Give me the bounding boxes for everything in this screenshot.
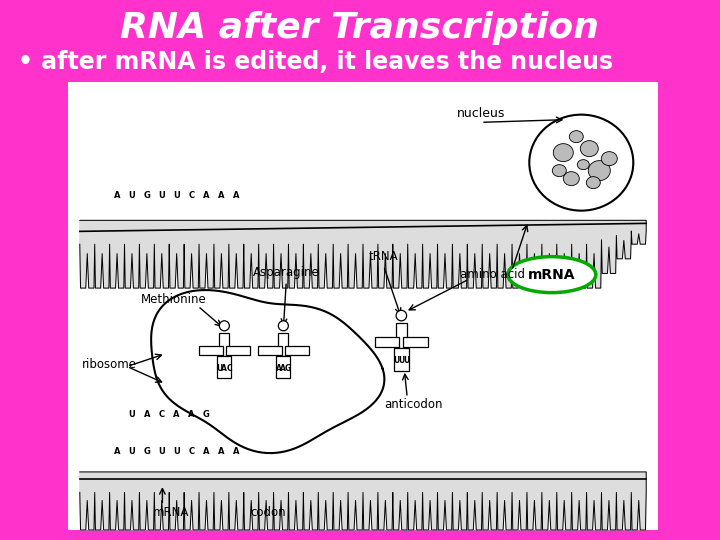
Ellipse shape [601,152,617,166]
Text: amino acid: amino acid [460,268,526,281]
Polygon shape [199,346,222,355]
Text: U: U [174,447,180,456]
Text: Methionine: Methionine [141,293,207,306]
Text: U: U [129,192,135,200]
Text: U: U [158,192,165,200]
Text: C: C [158,410,165,419]
Polygon shape [220,333,230,356]
Polygon shape [396,323,407,348]
Text: A: A [143,410,150,419]
Text: tRNA: tRNA [369,250,398,263]
Text: A: A [233,447,240,456]
Text: A: A [174,410,180,419]
Text: codon: codon [251,505,287,518]
Text: C: C [189,192,194,200]
Polygon shape [80,472,647,530]
Text: A: A [218,447,225,456]
Text: C: C [226,364,232,373]
Polygon shape [226,346,250,355]
Polygon shape [403,337,428,347]
Text: A: A [276,364,282,373]
Ellipse shape [588,160,611,181]
Text: U: U [129,410,135,419]
Polygon shape [285,346,309,355]
Text: • after mRNA is edited, it leaves the nucleus: • after mRNA is edited, it leaves the nu… [18,50,613,74]
Ellipse shape [570,131,583,143]
Polygon shape [276,356,290,378]
Text: U: U [398,356,405,364]
Text: A: A [280,364,287,373]
Polygon shape [80,220,647,288]
Ellipse shape [586,177,600,188]
Circle shape [396,310,407,321]
Polygon shape [279,333,288,356]
Polygon shape [217,356,231,378]
Ellipse shape [529,114,634,211]
Text: C: C [189,447,194,456]
Text: ribosome: ribosome [82,357,137,371]
Text: U: U [158,447,165,456]
Text: A: A [203,192,210,200]
Ellipse shape [577,160,589,170]
Circle shape [220,321,230,331]
Text: Asparagine: Asparagine [253,266,320,279]
Polygon shape [375,337,400,347]
Ellipse shape [580,140,598,157]
Text: U: U [217,364,222,373]
Text: U: U [174,192,180,200]
Text: G: G [143,192,150,200]
Text: mRNA: mRNA [153,505,189,518]
Ellipse shape [552,165,567,177]
Ellipse shape [553,144,573,161]
Text: A: A [218,192,225,200]
Text: G: G [143,447,150,456]
Text: G: G [203,410,210,419]
Text: A: A [222,364,228,373]
Text: A: A [203,447,210,456]
Text: anticodon: anticodon [384,398,442,411]
Text: A: A [114,447,120,456]
Bar [68,82,658,530]
Text: A: A [189,410,195,419]
Polygon shape [258,346,282,355]
Text: RNA after Transcription: RNA after Transcription [120,11,600,45]
Polygon shape [151,290,384,453]
Text: G: G [285,364,291,373]
Text: mRNA: mRNA [528,268,575,282]
Text: U: U [393,356,400,364]
Ellipse shape [508,256,596,293]
Text: U: U [403,356,410,364]
Text: A: A [114,192,120,200]
Circle shape [279,321,288,331]
Text: U: U [129,447,135,456]
Ellipse shape [563,172,580,186]
Text: A: A [233,192,240,200]
Polygon shape [394,348,409,370]
Text: nucleus: nucleus [456,107,505,120]
